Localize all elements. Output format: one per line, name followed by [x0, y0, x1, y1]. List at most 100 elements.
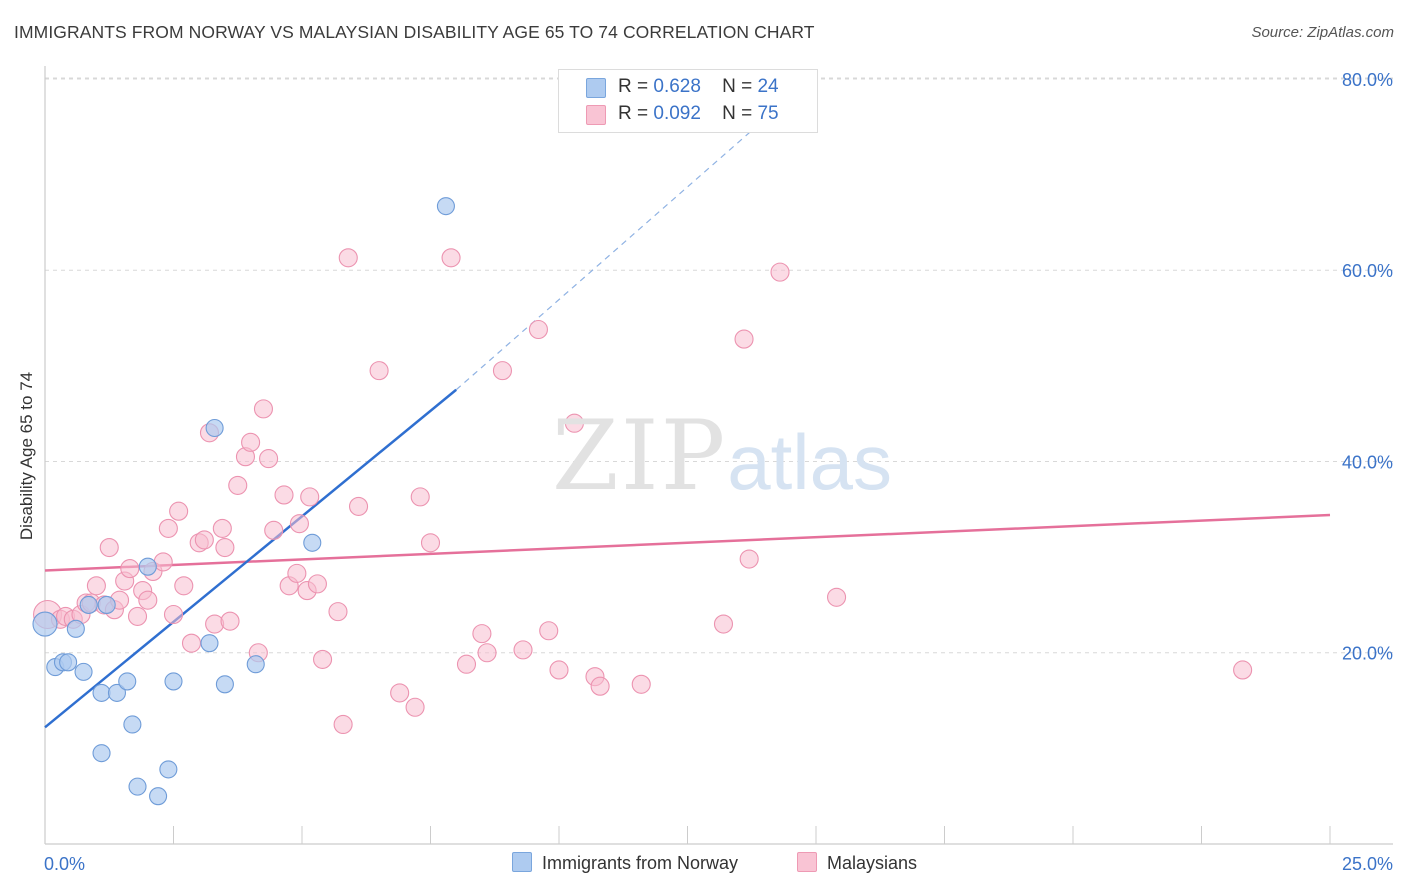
point-malaysians — [287, 563, 307, 583]
bottom-legend-norway: Immigrants from Norway — [512, 852, 738, 874]
point-malaysians — [158, 518, 178, 538]
point-malaysians — [410, 487, 430, 507]
data-points — [32, 197, 1253, 806]
point-norway — [74, 662, 93, 681]
point-malaysians — [215, 537, 235, 558]
point-norway — [66, 619, 85, 638]
point-norway — [32, 611, 58, 637]
point-malaysians — [631, 674, 651, 694]
tick-labels: 20.0% 40.0% 60.0% 80.0% 0.0% 25.0% — [44, 70, 1393, 874]
point-malaysians — [212, 518, 232, 538]
point-norway — [205, 418, 224, 438]
axes — [44, 66, 1393, 845]
point-malaysians — [300, 487, 320, 507]
x-tick-label-min: 0.0% — [44, 854, 85, 874]
point-malaysians — [328, 602, 348, 622]
y-tick-label: 80.0% — [1342, 70, 1393, 90]
point-malaysians — [564, 413, 584, 433]
point-norway — [215, 675, 234, 694]
y-tick-label: 20.0% — [1342, 644, 1393, 664]
x-tick-label-max: 25.0% — [1342, 854, 1393, 874]
point-norway — [79, 595, 98, 614]
point-malaysians — [86, 576, 106, 596]
point-malaysians — [169, 501, 189, 521]
point-malaysians — [713, 614, 734, 634]
point-malaysians — [827, 587, 847, 607]
point-malaysians — [513, 640, 533, 660]
point-malaysians — [194, 530, 214, 550]
y-axis-label: Disability Age 65 to 74 — [17, 371, 36, 541]
point-norway — [92, 683, 111, 702]
point-malaysians — [390, 683, 410, 703]
point-norway — [97, 595, 116, 614]
point-norway — [59, 653, 78, 672]
point-malaysians — [549, 660, 569, 680]
point-malaysians — [539, 621, 559, 641]
point-norway — [128, 777, 147, 796]
bottom-legend-malaysians: Malaysians — [797, 852, 917, 874]
chart-title: IMMIGRANTS FROM NORWAY VS MALAYSIAN DISA… — [14, 22, 815, 42]
point-malaysians — [333, 714, 353, 735]
point-malaysians — [734, 329, 754, 349]
watermark: ZIPatlas — [552, 400, 892, 512]
y-tick-label: 60.0% — [1342, 261, 1393, 281]
point-norway — [138, 557, 157, 576]
bottom-legend-label-norway: Immigrants from Norway — [542, 853, 739, 873]
point-norway — [92, 744, 111, 763]
point-malaysians — [163, 604, 184, 625]
legend-n-malaysians: 75 — [757, 103, 779, 124]
stats-legend: R = 0.628 N = 24 R = 0.092 N = 75 — [558, 69, 818, 133]
point-malaysians — [528, 319, 548, 340]
point-malaysians — [153, 552, 173, 572]
point-malaysians — [739, 549, 759, 569]
point-malaysians — [338, 248, 358, 268]
point-malaysians — [405, 697, 425, 717]
point-malaysians — [253, 399, 274, 419]
point-malaysians — [348, 496, 369, 516]
point-norway — [246, 655, 265, 674]
point-norway — [149, 787, 168, 806]
point-norway — [303, 533, 322, 552]
point-norway — [107, 683, 127, 702]
point-malaysians — [307, 574, 327, 594]
trend-line-norway — [44, 388, 457, 729]
point-norway — [164, 672, 183, 691]
y-tick-label: 40.0% — [1342, 452, 1393, 472]
point-malaysians — [181, 633, 202, 653]
legend-swatch-norway — [586, 78, 606, 98]
legend-r-norway: 0.628 — [653, 76, 701, 97]
point-malaysians — [590, 676, 610, 696]
point-malaysians — [228, 475, 248, 495]
point-malaysians — [259, 449, 279, 469]
bottom-legend-swatch-norway — [512, 852, 532, 872]
point-norway — [200, 634, 219, 653]
gridlines — [45, 77, 1393, 654]
legend-r-malaysians: 0.092 — [653, 103, 701, 124]
point-malaysians — [241, 432, 261, 452]
legend-text-norway: R = 0.628 N = 24 — [618, 76, 779, 97]
point-malaysians — [205, 614, 225, 634]
point-malaysians — [313, 649, 333, 669]
bottom-legend-swatch-malaysians — [797, 852, 817, 872]
point-norway — [118, 672, 137, 691]
point-malaysians — [770, 262, 790, 282]
point-norway — [159, 760, 178, 779]
source-credit: Source: ZipAtlas.com — [1251, 24, 1394, 41]
point-malaysians — [138, 590, 158, 610]
bottom-legend-label-malaysians: Malaysians — [827, 853, 918, 873]
point-malaysians — [477, 643, 497, 663]
point-malaysians — [174, 576, 194, 596]
point-malaysians — [472, 624, 492, 644]
point-malaysians — [99, 537, 119, 558]
trend-line-malaysians — [44, 513, 1331, 572]
point-malaysians — [264, 520, 284, 540]
point-malaysians — [120, 559, 140, 579]
point-malaysians — [492, 361, 513, 381]
point-norway — [436, 197, 455, 216]
legend-text-malaysians: R = 0.092 N = 75 — [618, 103, 779, 124]
watermark-zip: ZIP — [552, 400, 728, 512]
point-malaysians — [420, 533, 441, 553]
point-malaysians — [441, 248, 461, 268]
point-malaysians — [127, 606, 148, 626]
